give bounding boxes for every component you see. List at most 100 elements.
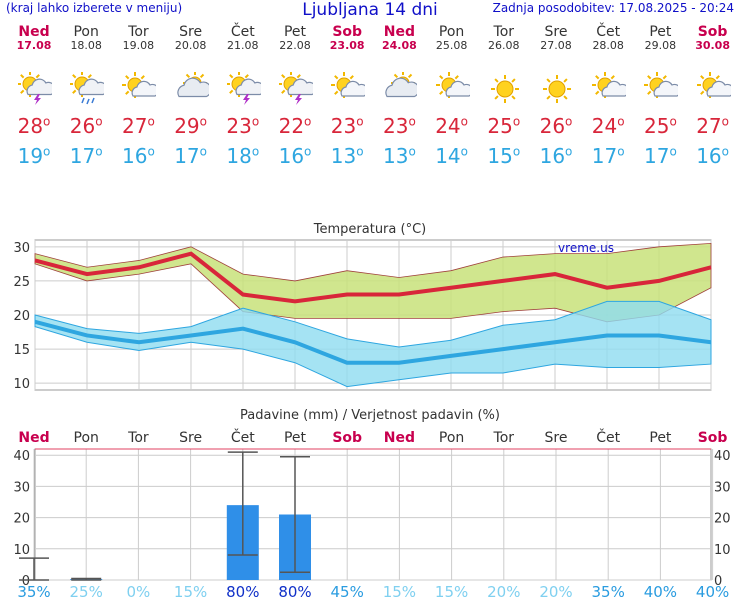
day-date: 23.08 — [329, 39, 365, 52]
last-updated: Zadnja posodobitev: 17.08.2025 - 20:24 — [492, 1, 734, 15]
temp-max: 28o — [17, 114, 51, 138]
day-date: 25.08 — [435, 39, 468, 52]
day-column: Pet 29.08 25o 17o — [634, 24, 686, 170]
sun-cloud-icon — [435, 72, 470, 98]
category-label: Pet — [649, 430, 672, 446]
temp-min: 13o — [330, 144, 364, 168]
temp-min: 13o — [382, 144, 416, 168]
sun-cloud-icon — [696, 72, 731, 98]
day-name: Ned — [383, 24, 415, 40]
category-label: Pet — [284, 430, 307, 446]
day-date: 29.08 — [644, 39, 677, 52]
category-label: Sob — [698, 430, 728, 446]
y-tick-label: 20 — [13, 309, 30, 324]
day-name: Čet — [230, 24, 255, 40]
y-tick-label-right: 30 — [714, 480, 731, 495]
day-name: Čet — [596, 24, 621, 40]
precipitation-probability: 35% — [592, 583, 625, 600]
day-column: Pet 22.08 22o 16o — [269, 24, 321, 170]
precipitation-probability: 40% — [696, 583, 729, 600]
precipitation-range — [19, 557, 49, 581]
day-name: Pon — [73, 24, 99, 40]
y-tick-label: 40 — [13, 449, 30, 464]
precipitation-plot-area — [34, 448, 712, 581]
precipitation-probability: 80% — [278, 583, 311, 600]
temp-max: 24o — [591, 114, 625, 138]
sun-cloud-storm-icon — [18, 72, 52, 105]
day-name: Tor — [493, 24, 515, 40]
precipitation-chart: 0 0 10 10 20 20 30 30 40 40 Ned Pon Tor Sre Čet Pet Sob N… — [13, 428, 730, 600]
category-label: Sob — [332, 430, 362, 446]
day-column: Sre 27.08 26o 16o — [530, 24, 582, 170]
sun-cloud-storm-icon — [226, 72, 261, 105]
temp-min: 15o — [487, 144, 521, 168]
temp-min: 17o — [643, 144, 677, 168]
y-tick-label: 25 — [13, 275, 30, 290]
category-label: Sre — [545, 430, 568, 446]
category-label: Tor — [493, 430, 515, 446]
day-date: 18.08 — [70, 39, 102, 52]
category-label: Čet — [596, 428, 620, 446]
temp-min: 19o — [17, 144, 51, 168]
temp-min: 18o — [226, 144, 260, 168]
day-column: Čet 21.08 23o 18o — [217, 24, 269, 170]
precipitation-probability: 20% — [487, 583, 520, 600]
y-tick-label-right: 20 — [714, 512, 731, 527]
temp-min: 16o — [539, 144, 573, 168]
precipitation-probability: 0% — [127, 583, 151, 600]
precipitation-probability: 15% — [174, 583, 207, 600]
day-date: 26.08 — [488, 39, 520, 52]
day-name: Pet — [283, 24, 307, 40]
precipitation-probability: 45% — [331, 583, 364, 600]
day-column: Sre 20.08 29o 17o — [165, 24, 217, 170]
temp-max: 27o — [696, 114, 729, 138]
day-date: 17.08 — [16, 39, 52, 52]
min-temp-band — [34, 300, 712, 388]
precipitation-chart-title: Padavine (mm) / Verjetnost padavin (%) — [240, 408, 500, 423]
day-name: Pet — [649, 24, 672, 40]
day-column: Sob 23.08 23o 13o — [321, 24, 373, 170]
day-column: Ned 17.08 28o 19o — [8, 24, 60, 170]
sun-cloud-rain-icon — [70, 72, 105, 105]
y-tick-label: 0 — [22, 574, 30, 589]
temp-min: 16o — [121, 144, 155, 168]
temperature-chart-title: Temperatura (°C) — [313, 222, 426, 237]
day-name: Pon — [438, 24, 465, 40]
day-date: 28.08 — [592, 39, 624, 52]
precipitation-probability: 20% — [539, 583, 572, 600]
day-column: Pon 25.08 24o 14o — [426, 24, 478, 170]
page-title: Ljubljana 14 dni — [302, 0, 438, 20]
day-date: 30.08 — [695, 39, 730, 52]
sun-cloud-storm-icon — [279, 72, 313, 105]
day-column: Čet 28.08 24o 17o — [582, 24, 634, 170]
temp-max: 27o — [121, 114, 155, 138]
precipitation-probability: 25% — [70, 583, 103, 600]
precipitation-range — [280, 456, 310, 573]
sun-cloud-icon — [644, 72, 679, 98]
temp-min: 16o — [278, 144, 312, 168]
day-name: Sre — [179, 24, 203, 40]
day-name: Sob — [697, 24, 728, 40]
temp-max: 29o — [174, 114, 207, 138]
temp-max: 26o — [69, 114, 103, 138]
day-date: 21.08 — [227, 39, 259, 52]
y-tick-label: 30 — [13, 241, 30, 256]
sun-cloud-icon — [331, 72, 366, 98]
day-name: Tor — [128, 24, 149, 40]
category-label: Pon — [439, 430, 464, 446]
precipitation-range — [71, 577, 102, 581]
precipitation-probability: 35% — [17, 583, 50, 600]
watermark: vreme.us — [558, 241, 614, 255]
temp-max: 23o — [382, 114, 416, 138]
day-date: 22.08 — [279, 39, 311, 52]
temp-min: 17o — [591, 144, 625, 168]
temp-min: 17o — [69, 144, 103, 168]
precipitation-probability: 15% — [383, 583, 416, 600]
day-name: Sob — [332, 24, 363, 40]
day-date: 20.08 — [174, 39, 207, 52]
max-temp-line — [34, 251, 712, 304]
category-label: Čet — [231, 428, 255, 446]
precipitation-probability: 40% — [644, 583, 677, 600]
day-date: 19.08 — [122, 39, 155, 52]
